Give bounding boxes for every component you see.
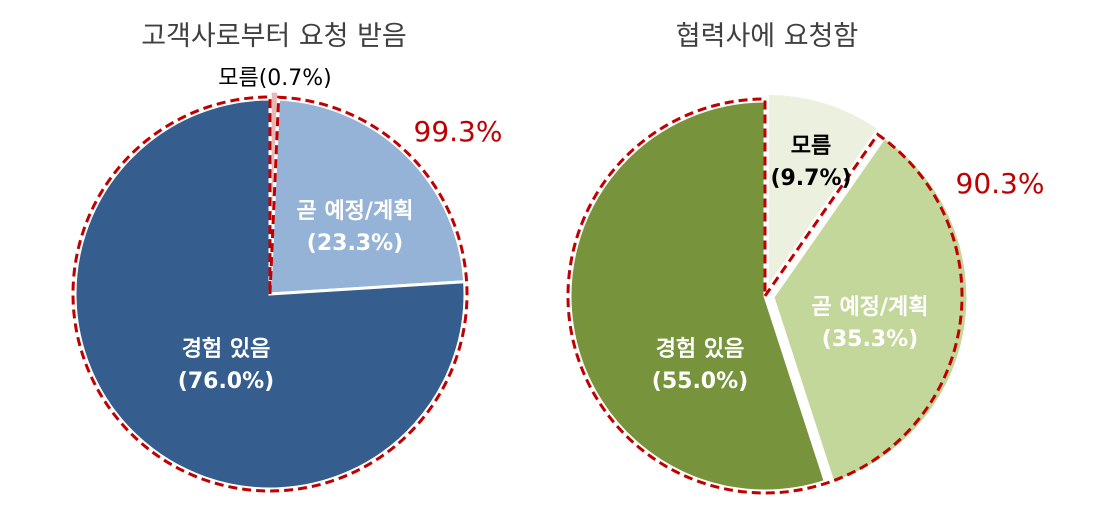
slice-percent: (23.3%): [307, 231, 403, 256]
slice-percent: (76.0%): [178, 369, 274, 394]
pie-slice: [73, 97, 467, 491]
pie-slice: [268, 97, 467, 296]
slice-label: 경험 있음: [656, 336, 745, 362]
slice-percent: (9.7%): [770, 166, 851, 191]
pie-slice: [568, 99, 828, 493]
pie-slice: [771, 135, 970, 485]
slice-percent: (35.3%): [822, 327, 918, 352]
covered-outline: [71, 95, 469, 493]
slice-label: 모름: [791, 134, 831, 159]
chart-title-right: 협력사에 요청함: [675, 21, 859, 52]
chart-title-left: 고객사로부터 요청 받음: [141, 21, 407, 52]
annotation-total: 99.3%: [414, 115, 503, 148]
slice-label: 모름(0.7%): [218, 66, 332, 91]
slice-label: 곧 예정/계획: [812, 295, 929, 320]
pie-chart-left: 모름(0.7%) 곧 예정/계획 (23.3%) 경험 있음 (76.0%) 99.3%: [71, 66, 503, 493]
slice-label: 경험 있음: [182, 336, 271, 362]
pie-slice: [765, 91, 882, 294]
slice-percent: (55.0%): [652, 369, 748, 394]
slice-label: 곧 예정/계획: [297, 199, 414, 224]
covered-outline: [566, 97, 964, 495]
annotation-total: 90.3%: [956, 167, 1045, 200]
pie-chart-right: 모름 (9.7%) 곧 예정/계획 (35.3%) 경험 있음 (55.0%) 90.3%: [566, 91, 1045, 495]
